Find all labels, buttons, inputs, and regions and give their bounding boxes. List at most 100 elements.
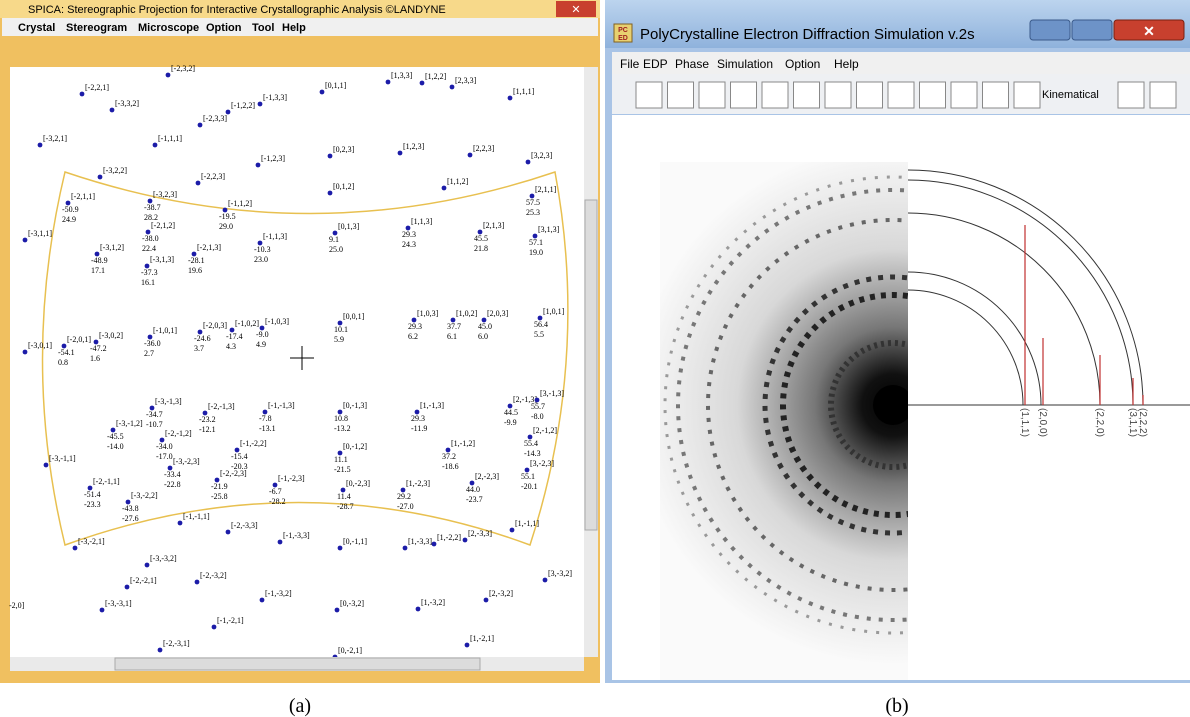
pole-label: [-2,1,3] bbox=[197, 243, 221, 252]
menu-item[interactable]: Tool bbox=[252, 22, 274, 34]
pole-label: [-2,-3,2] bbox=[200, 571, 227, 580]
pole-dot bbox=[277, 539, 283, 545]
tool-button[interactable] bbox=[730, 81, 757, 109]
pole-label: [-2,1,1] bbox=[71, 192, 95, 201]
tilt-angle: -15.4 bbox=[231, 452, 248, 461]
pole-dot bbox=[464, 642, 470, 648]
pole-label: [-3,3,2] bbox=[115, 99, 139, 108]
tilt-angle: -10.7 bbox=[146, 420, 163, 429]
tool-button[interactable] bbox=[1013, 81, 1041, 109]
tilt-angle: 44.5 bbox=[504, 408, 518, 417]
menu-item[interactable]: Help bbox=[282, 22, 306, 34]
pole-label: [0,-1,2] bbox=[343, 442, 367, 451]
pole-dot bbox=[157, 647, 163, 653]
pole-dot bbox=[483, 597, 489, 603]
tilt-angle: -36.0 bbox=[144, 339, 161, 348]
pole-dot bbox=[337, 320, 343, 326]
tool-button[interactable] bbox=[856, 81, 883, 109]
tilt-angle: 6.1 bbox=[447, 332, 457, 341]
tilt-angle: 37.7 bbox=[447, 322, 461, 331]
tool-button[interactable] bbox=[919, 81, 946, 109]
pole-dot bbox=[462, 537, 468, 543]
tilt-angle: 5.5 bbox=[534, 330, 544, 339]
menu-item[interactable]: Option bbox=[785, 57, 820, 71]
pole-label: [2,1,1] bbox=[535, 185, 557, 194]
menu-item[interactable]: Microscope bbox=[138, 22, 199, 34]
tool-button[interactable] bbox=[667, 81, 694, 109]
h-scroll-thumb[interactable] bbox=[114, 657, 481, 671]
tilt-angle: -27.0 bbox=[397, 502, 414, 511]
pole-label: [2,-3,2] bbox=[489, 589, 513, 598]
pole-dot bbox=[225, 109, 231, 115]
tilt-angle: 10.1 bbox=[334, 325, 348, 334]
tool-button[interactable] bbox=[793, 81, 820, 109]
pole-dot bbox=[259, 325, 265, 331]
tool-button[interactable] bbox=[982, 81, 1009, 109]
menu-item[interactable]: Help bbox=[834, 57, 859, 71]
pole-dot bbox=[411, 317, 417, 323]
minimize-button[interactable] bbox=[1029, 19, 1071, 41]
close-button[interactable] bbox=[1113, 19, 1185, 41]
pole-label: [2,-2,3] bbox=[475, 472, 499, 481]
pole-label: [-2,1,2] bbox=[151, 221, 175, 230]
tool-button[interactable] bbox=[1117, 81, 1145, 109]
menu-item[interactable]: Option bbox=[206, 22, 242, 34]
pole-dot bbox=[197, 122, 203, 128]
pole-dot bbox=[43, 462, 49, 468]
pole-dot bbox=[340, 487, 346, 493]
menu-item[interactable]: Crystal bbox=[18, 22, 55, 34]
tilt-angle: -9.0 bbox=[256, 330, 269, 339]
maximize-button[interactable] bbox=[1071, 19, 1113, 41]
pole-label: [1,-3,3] bbox=[408, 537, 432, 546]
pole-dot bbox=[225, 529, 231, 535]
window-title: SPICA: Stereographic Projection for Inte… bbox=[28, 4, 446, 16]
tool-button[interactable] bbox=[698, 81, 726, 109]
pole-dot bbox=[449, 84, 455, 90]
tilt-angle: 45.0 bbox=[478, 322, 492, 331]
pole-label: [-2,0,3] bbox=[203, 321, 227, 330]
pole-dot bbox=[37, 142, 43, 148]
menu-item[interactable]: Stereogram bbox=[66, 22, 127, 34]
v-scroll-thumb[interactable] bbox=[584, 199, 598, 531]
tool-button[interactable] bbox=[950, 81, 978, 109]
pole-dot bbox=[525, 159, 531, 165]
tilt-angle: 29.2 bbox=[397, 492, 411, 501]
pole-label: [0,-1,1] bbox=[343, 537, 367, 546]
ring-arc bbox=[907, 289, 1024, 406]
pole-dot bbox=[419, 80, 425, 86]
pole-dot bbox=[257, 101, 263, 107]
tilt-angle: -25.8 bbox=[211, 492, 228, 501]
tool-button[interactable] bbox=[887, 81, 915, 109]
tilt-angle: -38.7 bbox=[144, 203, 161, 212]
tilt-angle: 4.3 bbox=[226, 342, 236, 351]
tool-button[interactable] bbox=[1149, 81, 1177, 109]
pole-dot bbox=[537, 315, 543, 321]
menu-item[interactable]: File bbox=[620, 57, 640, 71]
tilt-angle: 45.5 bbox=[474, 234, 488, 243]
tool-button[interactable] bbox=[824, 81, 852, 109]
tilt-angle: -13.1 bbox=[259, 424, 276, 433]
menu-item[interactable]: EDP bbox=[643, 57, 668, 71]
tool-button[interactable] bbox=[635, 81, 663, 109]
pole-label: [2,-1,2] bbox=[533, 426, 557, 435]
pole-label: [-2,-1,2] bbox=[165, 429, 192, 438]
pole-label: [0,1,3] bbox=[338, 222, 360, 231]
close-button[interactable] bbox=[556, 1, 596, 17]
pole-label: [3,2,3] bbox=[531, 151, 553, 160]
tilt-angle: 19.6 bbox=[188, 266, 202, 275]
pole-label: [-1,-3,2] bbox=[265, 589, 292, 598]
tilt-angle: -17.4 bbox=[226, 332, 243, 341]
tilt-angle: -20.1 bbox=[521, 482, 538, 491]
tool-button[interactable] bbox=[761, 81, 789, 109]
menu-item[interactable]: Simulation bbox=[717, 57, 773, 71]
close-icon: ✕ bbox=[1143, 23, 1155, 39]
tilt-angle: 0.8 bbox=[58, 358, 68, 367]
menu-item[interactable]: Phase bbox=[675, 57, 709, 71]
pole-dot bbox=[149, 405, 155, 411]
tilt-angle: -54.1 bbox=[58, 348, 75, 357]
pole-dot bbox=[93, 339, 99, 345]
tilt-angle: -9.9 bbox=[504, 418, 517, 427]
tilt-angle: -45.5 bbox=[107, 432, 124, 441]
pole-label: [0,-1,3] bbox=[343, 401, 367, 410]
